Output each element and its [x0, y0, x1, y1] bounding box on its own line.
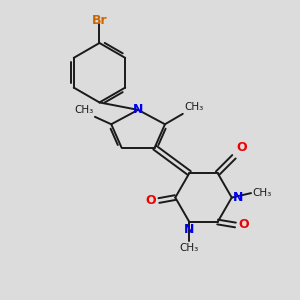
Text: O: O: [145, 194, 156, 207]
Text: N: N: [184, 224, 195, 236]
Text: N: N: [233, 191, 244, 204]
Text: CH₃: CH₃: [184, 102, 203, 112]
Text: N: N: [133, 103, 143, 116]
Text: CH₃: CH₃: [74, 105, 93, 115]
Text: CH₃: CH₃: [180, 243, 199, 253]
Text: CH₃: CH₃: [253, 188, 272, 198]
Text: Br: Br: [92, 14, 107, 27]
Text: O: O: [236, 141, 247, 154]
Text: O: O: [238, 218, 249, 232]
